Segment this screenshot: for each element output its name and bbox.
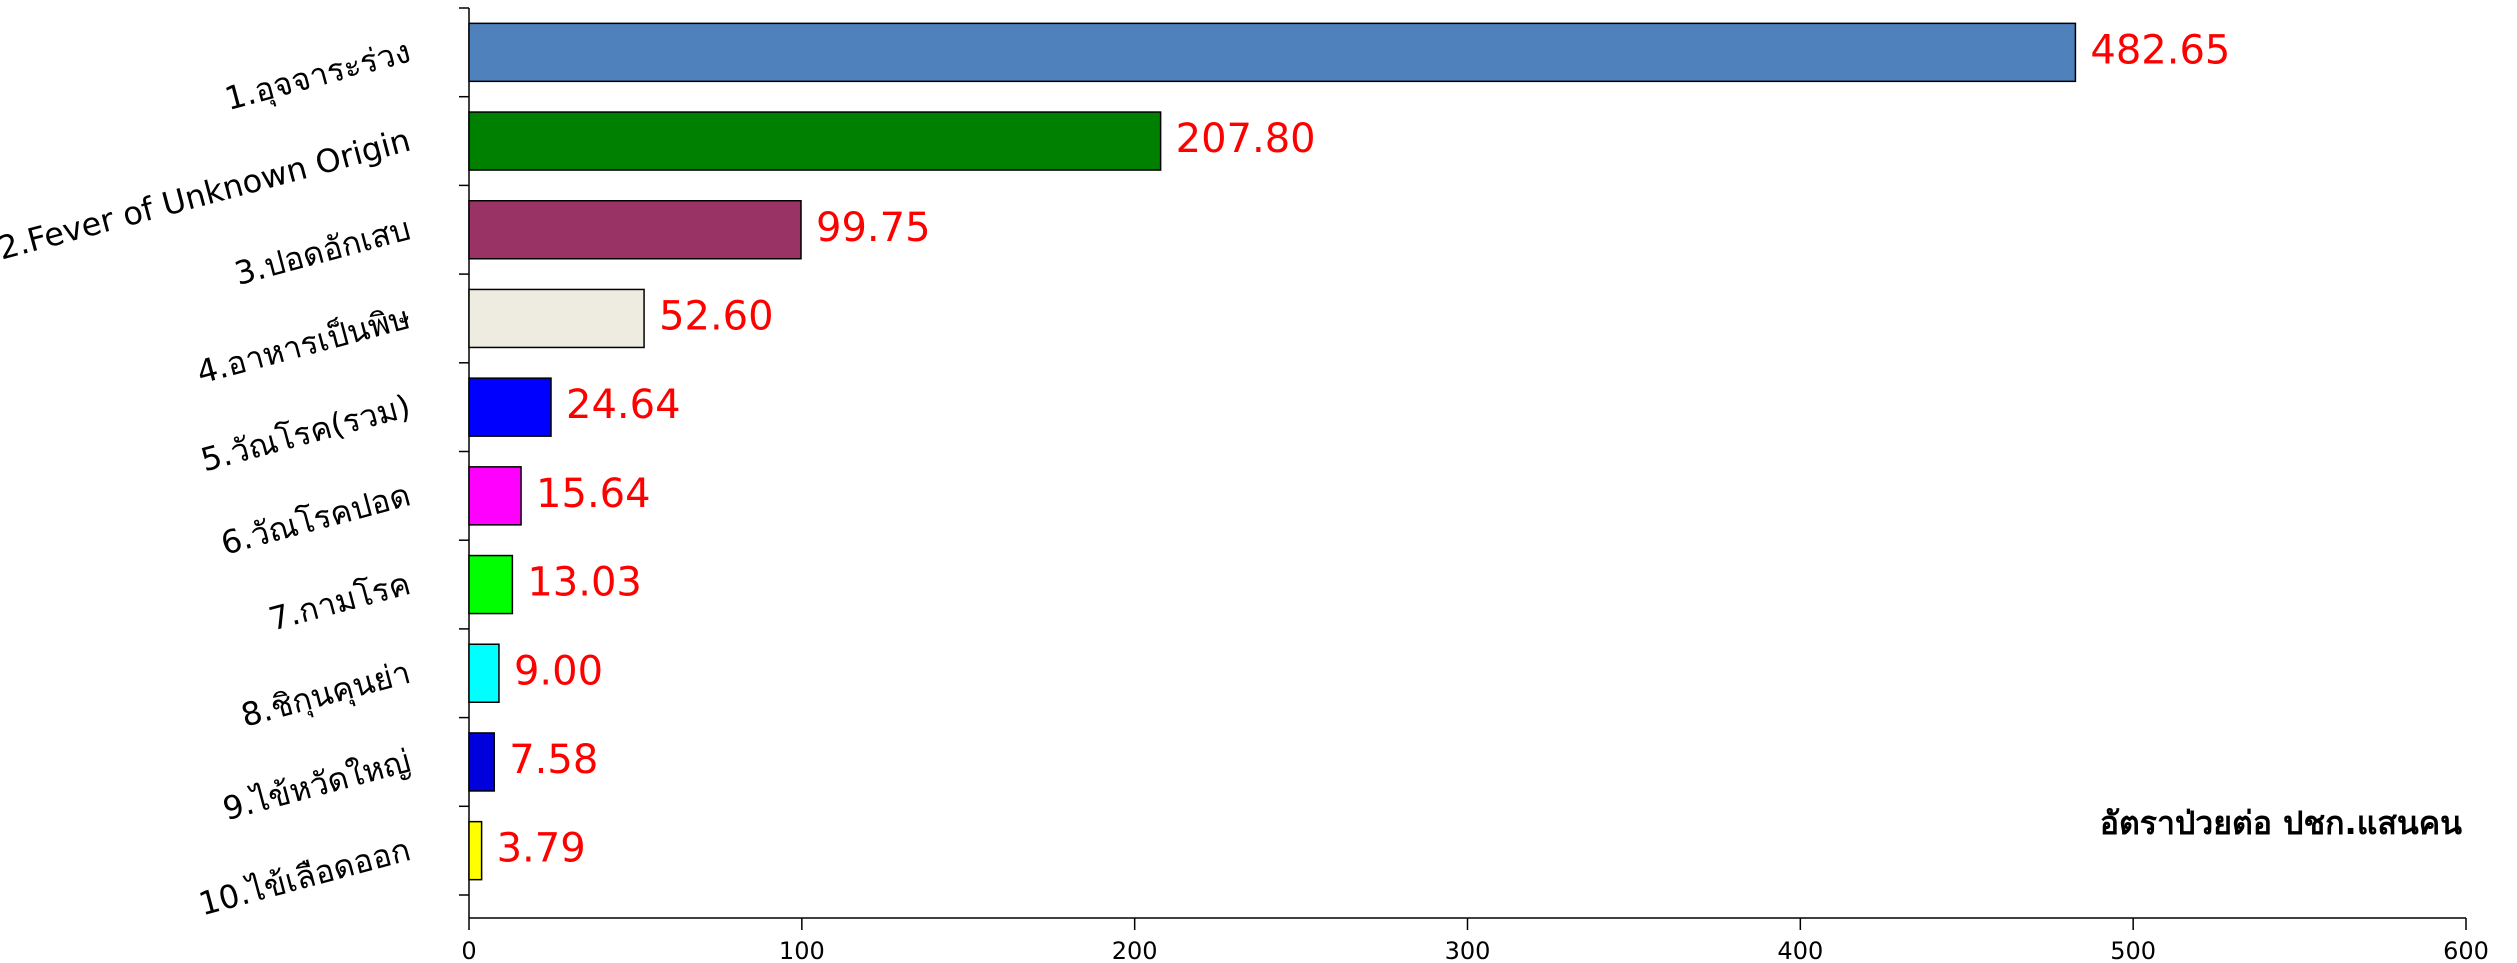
x-tick-label: 500 [2110,937,2156,963]
y-tick-label: 4.อาหารเป็นพิษ [193,298,415,391]
axis-note: อัตราป่วยต่อ ปชก.แสนคน [2100,804,2462,842]
bar [468,554,514,615]
bar [468,22,2077,83]
y-tick-label: 7.กามโรค [265,564,415,638]
value-label: 9.00 [514,648,603,694]
bar [468,200,802,260]
value-label: 99.75 [816,205,931,251]
value-label: 24.64 [566,382,681,428]
bar [468,643,500,703]
value-label: 52.60 [659,293,774,339]
bar [468,288,645,349]
x-tick-label: 100 [779,937,825,963]
value-label: 13.03 [527,560,642,606]
y-tick-label: 3.ปอดอักเสบ [230,209,414,292]
bar [468,466,522,526]
y-tick-label: 9.ไข้หวัดใหญ่ [219,742,415,828]
x-tick-label: 300 [1445,937,1491,963]
value-label: 207.80 [1176,116,1316,162]
y-tick-label: 1.อุจจาระร่วง [221,32,415,119]
bar [468,820,483,881]
value-label: 7.58 [509,737,598,783]
x-tick-label: 0 [461,937,476,963]
bar [468,377,552,437]
x-tick-label: 600 [2443,937,2489,963]
value-label: 482.65 [2090,27,2230,73]
y-tick-label: 8.ชิกุนคุนย่า [237,653,415,736]
y-tick-label: 10.ไข้เลือดออก [195,830,415,923]
x-tick-label: 200 [1112,937,1158,963]
value-label: 3.79 [497,826,586,872]
y-tick-label: 5.วัณโรค(รวม) [197,387,415,479]
x-tick-label: 400 [1777,937,1823,963]
y-tick-label: 6.วัณโรคปอด [217,476,414,563]
bar [468,111,1162,171]
bar [468,732,495,792]
value-label: 15.64 [536,471,651,517]
